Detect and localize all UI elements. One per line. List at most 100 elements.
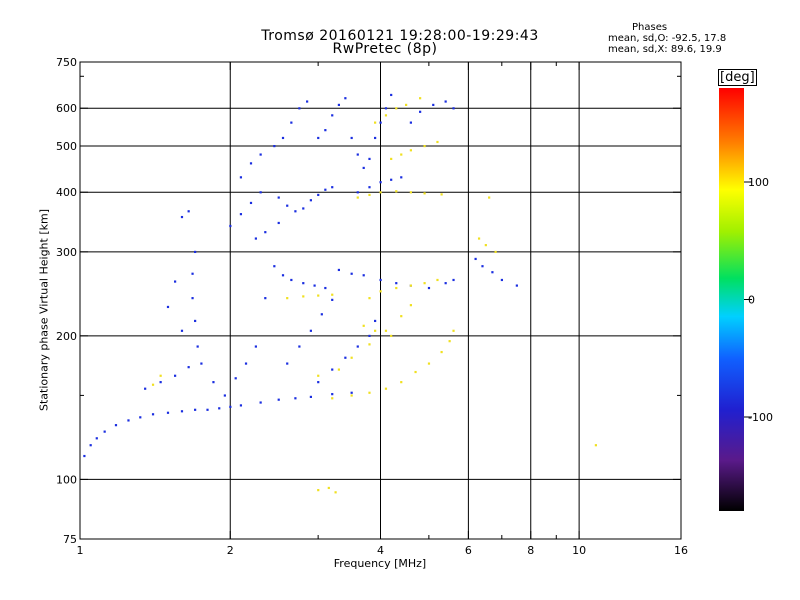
x-tick-label: 4 [377,544,384,557]
point-o [127,419,130,422]
point-o [427,286,431,290]
point-o [356,191,359,194]
point-x [384,114,388,117]
point-o [344,97,347,100]
point-o [180,329,184,332]
point-o [384,107,388,110]
point-o [390,178,393,181]
point-x [409,304,412,307]
point-o [444,100,447,103]
point-o [298,345,301,348]
point-o [481,265,484,268]
y-tick-label: 100 [56,473,77,486]
point-x [334,491,337,494]
point-o [281,274,285,277]
point-o [229,405,232,408]
point-x [423,192,426,195]
point-o [191,272,194,275]
point-o [191,297,194,300]
point-o [317,381,320,384]
point-o [331,186,334,189]
point-o [212,381,215,384]
point-x [362,324,365,327]
y-tick-label: 500 [56,140,77,153]
point-o [103,430,106,433]
grid-lines [80,62,681,539]
point-o [350,136,353,140]
y-tick-label: 200 [56,330,77,343]
point-o [254,345,257,348]
point-o [89,444,92,447]
x-tick-label: 6 [465,544,472,557]
axis-ticks: 1 2 4 6 8 10 16 75 100 200 300 400 500 600 750 [56,56,688,557]
y-tick-label: 75 [63,533,77,546]
point-o [362,274,365,277]
point-x [409,149,412,152]
point-o [196,345,199,348]
point-o [374,319,377,323]
point-o [95,437,98,440]
phase-info-x: mean, sd,X: 89.6, 19.9 [608,44,722,55]
point-o [290,278,293,282]
point-o [159,381,162,384]
point-o [187,366,190,369]
point-x [594,444,598,447]
point-o [344,356,347,359]
y-tick-label: 600 [56,102,77,115]
point-o [317,193,320,197]
point-o [200,362,203,365]
point-o [419,110,422,113]
colorbar-ticks: 100 0 -100 [744,176,773,424]
point-o [249,201,253,205]
point-x [327,486,330,490]
point-o [229,224,232,228]
point-o [218,407,221,410]
phase-info-o: mean, sd,O: -92.5, 17.8 [608,33,727,44]
point-o [374,136,377,140]
point-o [264,231,267,234]
point-o [259,191,262,194]
point-o [390,93,393,97]
point-x [427,362,431,365]
colorbar-unit-label: [deg] [718,69,757,86]
point-o [356,153,359,156]
point-x [395,190,398,193]
point-x [440,193,443,196]
point-x [390,334,393,338]
point-o [194,250,197,254]
point-x [436,278,439,282]
point-o [194,319,197,323]
point-o [362,166,365,170]
point-x [374,329,377,332]
chart-subtitle: RwPretec (8p) [332,41,438,57]
point-o [350,272,353,275]
point-x [356,196,359,199]
point-x [317,294,320,297]
point-o [309,199,312,202]
point-x [151,383,155,386]
point-x [452,329,455,332]
point-o [452,278,455,282]
point-x [368,193,371,197]
point-x [400,315,403,318]
point-o [409,121,412,124]
point-x [400,153,403,156]
point-o [324,188,327,191]
point-o [264,297,267,300]
point-x [384,329,388,332]
point-o [187,210,190,213]
point-x [395,107,398,110]
point-o [400,176,403,179]
point-x [331,397,334,400]
point-o [474,257,477,261]
point-x [423,282,426,285]
colorbar-tick-label: -100 [748,411,773,424]
point-o [309,395,312,398]
point-o [317,136,320,140]
point-o [277,221,280,225]
point-x [414,370,417,374]
point-o [324,286,327,290]
point-o [144,387,147,390]
point-x [368,343,371,346]
